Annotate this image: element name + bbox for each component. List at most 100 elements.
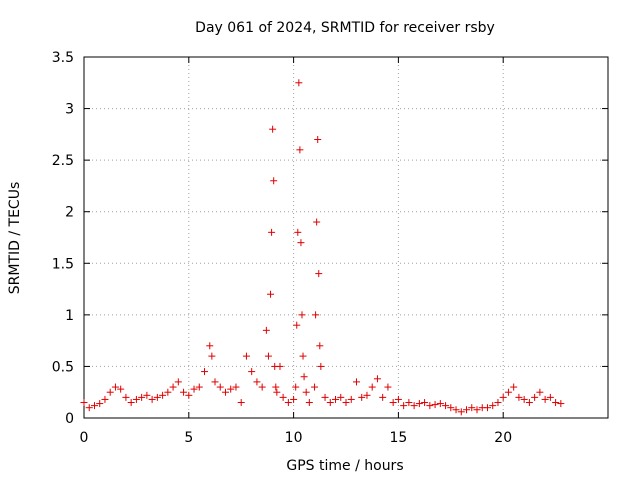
data-point bbox=[326, 399, 334, 407]
data-point bbox=[311, 383, 319, 391]
data-point bbox=[457, 408, 465, 416]
data-point bbox=[270, 177, 278, 185]
data-point bbox=[242, 352, 250, 360]
data-point bbox=[268, 228, 276, 236]
ticks: 0 0.5 1 1.5 2 2.5 3 3.5 0 5 10 15 20 bbox=[52, 50, 608, 446]
y-tick-label: 0 bbox=[65, 411, 74, 427]
data-point bbox=[216, 383, 224, 391]
data-point bbox=[153, 393, 161, 401]
y-tick-label: 3.5 bbox=[52, 50, 74, 66]
y-tick-label: 1.5 bbox=[52, 256, 74, 272]
data-point bbox=[248, 368, 256, 376]
y-tick-label: 2 bbox=[65, 205, 74, 221]
data-point bbox=[195, 383, 203, 391]
data-point bbox=[546, 393, 554, 401]
data-point bbox=[232, 383, 240, 391]
data-point bbox=[237, 399, 245, 407]
x-tick-label: 15 bbox=[389, 430, 407, 446]
data-point bbox=[313, 218, 321, 226]
data-point bbox=[379, 393, 387, 401]
data-point bbox=[389, 399, 397, 407]
data-point bbox=[384, 383, 392, 391]
data-point bbox=[299, 352, 307, 360]
data-point bbox=[190, 385, 198, 393]
data-point bbox=[373, 375, 381, 383]
data-point bbox=[90, 402, 98, 410]
y-tick-label: 0.5 bbox=[52, 359, 74, 375]
data-point bbox=[400, 402, 408, 410]
data-point bbox=[267, 290, 275, 298]
x-axis-label: GPS time / hours bbox=[286, 458, 403, 474]
data-point bbox=[258, 383, 266, 391]
data-point bbox=[264, 352, 272, 360]
data-point bbox=[520, 395, 528, 403]
data-point bbox=[305, 399, 313, 407]
data-point bbox=[468, 404, 476, 412]
data-point bbox=[206, 342, 214, 350]
data-point bbox=[300, 373, 308, 381]
data-point bbox=[180, 388, 188, 396]
y-axis-label: SRMTID / TECUs bbox=[7, 182, 23, 295]
data-point bbox=[410, 402, 418, 410]
chart-title: Day 061 of 2024, SRMTID for receiver rsb… bbox=[195, 20, 495, 36]
data-point bbox=[164, 388, 172, 396]
data-point bbox=[269, 125, 277, 133]
data-point bbox=[297, 239, 305, 247]
data-point bbox=[314, 136, 322, 144]
data-point bbox=[295, 79, 303, 87]
data-point bbox=[452, 406, 460, 414]
data-point bbox=[143, 391, 151, 399]
data-point bbox=[531, 393, 539, 401]
data-point bbox=[262, 326, 270, 334]
data-point bbox=[332, 395, 340, 403]
data-point bbox=[342, 399, 350, 407]
y-tick-label: 2.5 bbox=[52, 153, 74, 169]
data-point bbox=[421, 399, 429, 407]
data-point bbox=[541, 395, 549, 403]
data-point bbox=[273, 388, 281, 396]
data-point bbox=[132, 395, 140, 403]
data-point bbox=[426, 402, 434, 410]
data-point bbox=[174, 378, 182, 386]
data-point bbox=[316, 342, 324, 350]
data-point bbox=[463, 406, 471, 414]
data-point bbox=[159, 391, 167, 399]
data-point bbox=[298, 311, 306, 319]
data-point bbox=[489, 402, 497, 410]
data-point bbox=[169, 383, 177, 391]
x-tick-label: 0 bbox=[80, 430, 89, 446]
data-point bbox=[185, 391, 193, 399]
data-point bbox=[510, 383, 518, 391]
data-point bbox=[276, 362, 284, 370]
x-tick-label: 10 bbox=[285, 430, 303, 446]
data-point bbox=[279, 393, 287, 401]
data-point bbox=[483, 404, 491, 412]
data-point bbox=[442, 402, 450, 410]
data-point bbox=[127, 399, 135, 407]
x-tick-label: 5 bbox=[184, 430, 193, 446]
data-point bbox=[138, 393, 146, 401]
data-point bbox=[208, 352, 216, 360]
data-point bbox=[290, 395, 298, 403]
data-point bbox=[358, 393, 366, 401]
data-point bbox=[436, 400, 444, 408]
data-point bbox=[96, 400, 104, 408]
data-point bbox=[321, 393, 329, 401]
data-point bbox=[368, 383, 376, 391]
data-point bbox=[101, 395, 109, 403]
y-tick-label: 3 bbox=[65, 102, 74, 118]
plot-frame bbox=[83, 56, 609, 419]
data-point bbox=[284, 399, 292, 407]
data-point bbox=[347, 395, 355, 403]
data-point bbox=[557, 400, 565, 408]
data-point bbox=[148, 395, 156, 403]
data-point bbox=[80, 399, 88, 407]
data-point bbox=[292, 383, 300, 391]
x-tick-label: 20 bbox=[494, 430, 512, 446]
data-point bbox=[302, 388, 310, 396]
data-point bbox=[85, 404, 93, 412]
data-point bbox=[405, 399, 413, 407]
data-point bbox=[415, 400, 423, 408]
data-point bbox=[211, 378, 219, 386]
